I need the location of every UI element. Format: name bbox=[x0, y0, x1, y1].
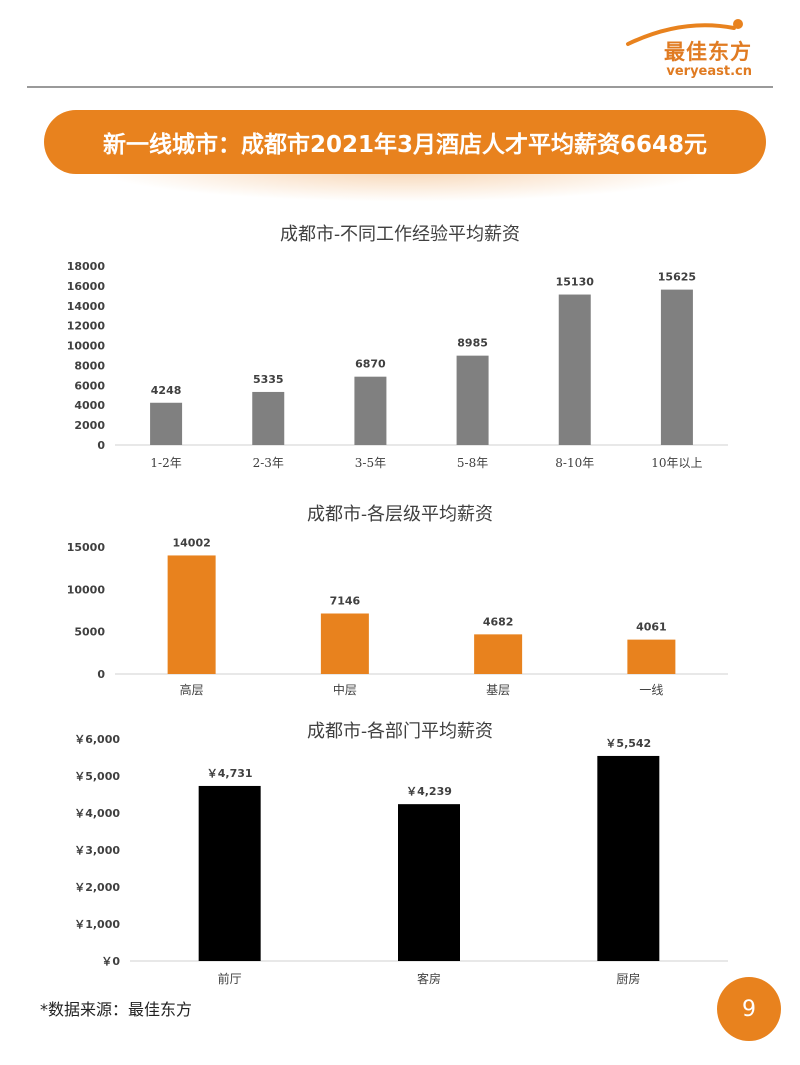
chart-title: 成都市-各部门平均薪资 bbox=[307, 721, 493, 742]
logo-url: veryeast.cn bbox=[666, 64, 752, 79]
bar-2 bbox=[320, 613, 369, 674]
banner-shadow bbox=[90, 168, 720, 202]
data-label: 15625 bbox=[658, 271, 696, 284]
category-label: 8-10年 bbox=[555, 456, 594, 470]
experience-salary-chart: 成都市-不同工作经验平均薪资 0 2000 4000 6000 8000 10000 1200… bbox=[0, 210, 800, 480]
bar-3 bbox=[474, 634, 523, 674]
level-salary-chart: 成都市-各层级平均薪资 0 5000 10000 15000 14002 高层 7146 中层 4… bbox=[0, 495, 800, 710]
category-label: 高层 bbox=[180, 682, 204, 697]
bar-4 bbox=[627, 639, 676, 674]
y-tick-label: 10000 bbox=[67, 340, 106, 353]
y-tick-label: 2000 bbox=[74, 419, 105, 432]
data-label: 14002 bbox=[172, 536, 210, 549]
bar-1 bbox=[198, 785, 261, 961]
category-label: 厨房 bbox=[616, 971, 640, 986]
chart-title: 成都市-不同工作经验平均薪资 bbox=[280, 224, 520, 245]
category-label: 中层 bbox=[333, 682, 357, 697]
y-tick-label: 12000 bbox=[67, 320, 106, 333]
y-tick-label: 0 bbox=[97, 668, 105, 681]
data-label: 4248 bbox=[151, 384, 182, 397]
category-label: 3-5年 bbox=[355, 456, 386, 470]
department-salary-svg: 成都市-各部门平均薪资 ￥0 ￥1,000 ￥2,000 ￥3,000 ￥4,000 ￥5,… bbox=[74, 721, 728, 986]
category-label: 1-2年 bbox=[150, 456, 181, 470]
y-tick-label: 10000 bbox=[67, 583, 106, 596]
bar-3 bbox=[597, 755, 660, 961]
y-tick-label: 18000 bbox=[67, 260, 106, 273]
logo-text: 最佳东方 bbox=[664, 40, 752, 64]
bar-2 bbox=[252, 391, 285, 445]
category-label: 2-3年 bbox=[253, 456, 284, 470]
y-tick-label: ￥5,000 bbox=[74, 770, 120, 783]
y-tick-label: 14000 bbox=[67, 300, 106, 313]
level-salary-svg: 成都市-各层级平均薪资 0 5000 10000 15000 14002 高层 7146 中层 4… bbox=[67, 504, 728, 697]
bar-1 bbox=[167, 555, 216, 674]
bar-5 bbox=[558, 294, 591, 445]
bar-6 bbox=[660, 289, 693, 445]
category-label: 10年以上 bbox=[651, 456, 702, 470]
y-tick-label: ￥2,000 bbox=[74, 881, 120, 894]
data-label: ￥5,542 bbox=[605, 737, 651, 750]
bar-3 bbox=[354, 376, 387, 445]
y-tick-label: 4000 bbox=[74, 399, 105, 412]
data-label: 6870 bbox=[355, 358, 386, 371]
bar-1 bbox=[150, 402, 183, 445]
data-label: ￥4,239 bbox=[406, 785, 452, 798]
y-tick-label: ￥4,000 bbox=[74, 807, 120, 820]
bar-4 bbox=[456, 355, 489, 445]
data-source-note: *数据来源：最佳东方 bbox=[40, 1000, 193, 1019]
bar-2 bbox=[398, 804, 460, 961]
y-tick-label: 5000 bbox=[74, 626, 105, 639]
experience-salary-svg: 成都市-不同工作经验平均薪资 0 2000 4000 6000 8000 10000 1200… bbox=[67, 224, 728, 470]
y-tick-label: ￥0 bbox=[101, 955, 120, 968]
data-label: 4061 bbox=[636, 621, 667, 634]
brand-logo: 最佳东方 veryeast.cn bbox=[622, 18, 752, 82]
page-number-badge: 9 bbox=[717, 977, 781, 1041]
category-label: 一线 bbox=[639, 683, 663, 697]
banner-title: 新一线城市：成都市2021年3月酒店人才平均薪资6648元 bbox=[102, 132, 708, 158]
y-tick-label: 15000 bbox=[67, 541, 106, 554]
category-label: 5-8年 bbox=[457, 456, 488, 470]
data-label: ￥4,731 bbox=[207, 767, 253, 780]
data-label: 15130 bbox=[556, 276, 595, 289]
category-label: 前厅 bbox=[218, 971, 242, 986]
data-label: 4682 bbox=[483, 615, 514, 628]
logo-swoosh-icon bbox=[626, 19, 743, 46]
y-tick-label: ￥3,000 bbox=[74, 844, 120, 857]
y-tick-label: 8000 bbox=[74, 359, 105, 372]
title-banner: 新一线城市：成都市2021年3月酒店人才平均薪资6648元 bbox=[44, 110, 766, 174]
chart-title: 成都市-各层级平均薪资 bbox=[307, 504, 493, 525]
header-divider bbox=[27, 86, 773, 88]
category-label: 客房 bbox=[417, 971, 441, 986]
y-tick-label: ￥6,000 bbox=[74, 733, 120, 746]
category-label: 基层 bbox=[486, 683, 510, 697]
data-label: 7146 bbox=[330, 594, 361, 607]
department-salary-chart: 成都市-各部门平均薪资 ￥0 ￥1,000 ￥2,000 ￥3,000 ￥4,000 ￥5,… bbox=[0, 712, 800, 987]
y-tick-label: 16000 bbox=[67, 280, 106, 293]
data-label: 8985 bbox=[457, 337, 488, 350]
y-tick-label: 0 bbox=[97, 439, 105, 452]
data-label: 5335 bbox=[253, 373, 284, 386]
y-tick-label: ￥1,000 bbox=[74, 918, 120, 931]
y-tick-label: 6000 bbox=[74, 379, 105, 392]
